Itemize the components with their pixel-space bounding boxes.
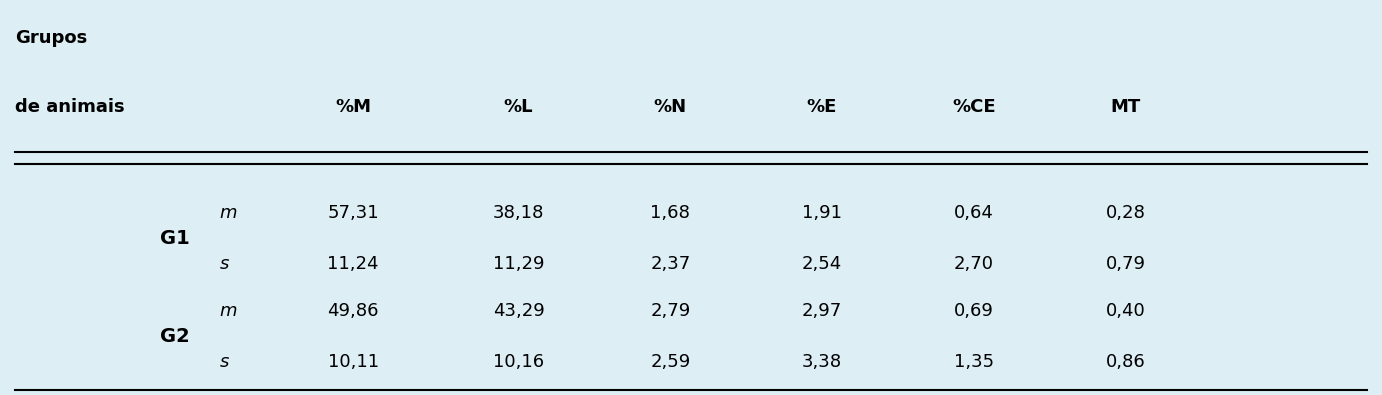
Text: s: s [220, 255, 228, 273]
Text: de animais: de animais [15, 98, 124, 116]
Text: G1: G1 [160, 229, 189, 248]
Text: 43,29: 43,29 [493, 302, 545, 320]
Text: 2,70: 2,70 [954, 255, 994, 273]
Text: 0,40: 0,40 [1106, 302, 1146, 320]
Text: s: s [220, 353, 228, 371]
Text: %CE: %CE [952, 98, 995, 116]
Text: 0,69: 0,69 [954, 302, 994, 320]
Text: 3,38: 3,38 [802, 353, 842, 371]
Text: %L: %L [504, 98, 533, 116]
Text: 10,16: 10,16 [493, 353, 545, 371]
Text: 1,68: 1,68 [651, 204, 690, 222]
Text: 57,31: 57,31 [328, 204, 379, 222]
Text: 2,97: 2,97 [802, 302, 842, 320]
Text: 0,86: 0,86 [1106, 353, 1146, 371]
Text: MT: MT [1110, 98, 1140, 116]
Text: 11,24: 11,24 [328, 255, 379, 273]
Text: %M: %M [334, 98, 372, 116]
Text: Grupos: Grupos [15, 29, 87, 47]
Text: 0,79: 0,79 [1106, 255, 1146, 273]
Text: 2,79: 2,79 [650, 302, 691, 320]
Text: %E: %E [807, 98, 837, 116]
Text: G2: G2 [160, 327, 189, 346]
Text: %N: %N [654, 98, 687, 116]
Text: 1,91: 1,91 [802, 204, 842, 222]
Text: 10,11: 10,11 [328, 353, 379, 371]
Text: 2,59: 2,59 [650, 353, 691, 371]
Text: 0,28: 0,28 [1106, 204, 1146, 222]
Text: 2,54: 2,54 [802, 255, 842, 273]
Text: 1,35: 1,35 [954, 353, 994, 371]
Text: m: m [220, 204, 236, 222]
Text: 2,37: 2,37 [650, 255, 691, 273]
Text: 49,86: 49,86 [328, 302, 379, 320]
Text: 11,29: 11,29 [493, 255, 545, 273]
Text: 0,64: 0,64 [954, 204, 994, 222]
Text: m: m [220, 302, 236, 320]
Text: 38,18: 38,18 [493, 204, 545, 222]
